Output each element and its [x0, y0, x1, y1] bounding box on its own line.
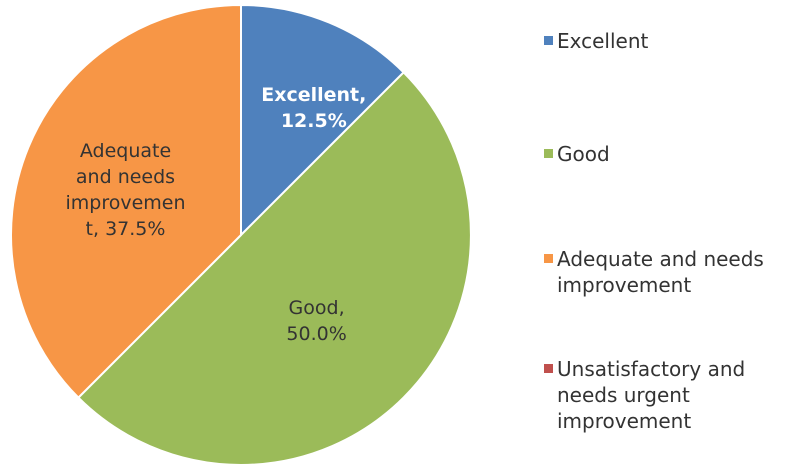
legend-item: Unsatisfactory and needs urgent improvem… [544, 356, 785, 434]
pie-slice [76, 70, 472, 466]
legend-item: Good [544, 141, 785, 167]
legend-swatch [544, 254, 553, 263]
legend-item: Excellent [544, 28, 785, 54]
pie-slice [240, 3, 406, 238]
legend-label: Excellent [557, 29, 649, 53]
pie-slice [10, 3, 242, 400]
data-label: Adequate and needs improvement, 37.5% [65, 140, 186, 241]
legend-swatch [544, 149, 553, 158]
legend-swatch [544, 36, 553, 45]
legend-label: Adequate and needs improvement [557, 247, 764, 297]
legend-label: Good [557, 142, 610, 166]
legend-item: Adequate and needs improvement [544, 246, 785, 298]
legend-swatch [544, 364, 553, 373]
legend-label: Unsatisfactory and needs urgent improvem… [557, 357, 746, 433]
data-label: Good, 50.0% [286, 296, 347, 345]
data-label: Excellent, 12.5% [261, 83, 367, 132]
